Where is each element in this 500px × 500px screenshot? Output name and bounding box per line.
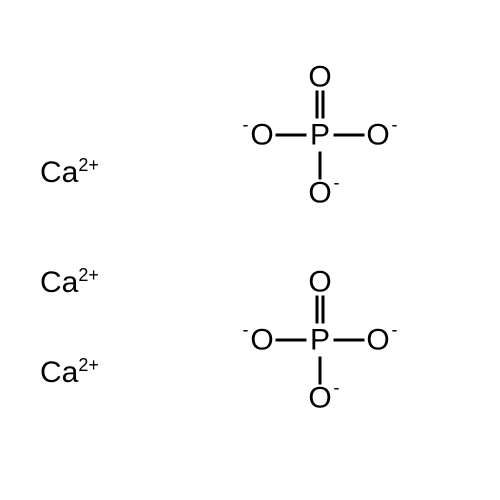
svg-text:-: - bbox=[392, 320, 398, 340]
cation-charge: 2+ bbox=[78, 155, 99, 175]
cation-symbol: Ca bbox=[40, 156, 78, 189]
cation-1: Ca2+ bbox=[40, 265, 99, 300]
svg-text:P: P bbox=[310, 324, 330, 357]
svg-text:O: O bbox=[366, 119, 389, 152]
svg-text:O: O bbox=[308, 177, 331, 210]
cation-charge: 2+ bbox=[78, 265, 99, 285]
svg-text:-: - bbox=[392, 115, 398, 135]
phosphate-1: POO-O-O- bbox=[210, 245, 430, 440]
svg-text:-: - bbox=[334, 378, 340, 398]
svg-text:O: O bbox=[308, 266, 331, 299]
svg-text:-: - bbox=[243, 115, 249, 135]
svg-text:O: O bbox=[308, 382, 331, 415]
svg-text:O: O bbox=[308, 61, 331, 94]
phosphate-0: POO-O-O- bbox=[210, 40, 430, 235]
svg-text:O: O bbox=[366, 324, 389, 357]
svg-text:-: - bbox=[243, 320, 249, 340]
svg-text:O: O bbox=[250, 324, 273, 357]
cation-0: Ca2+ bbox=[40, 155, 99, 190]
svg-text:O: O bbox=[250, 119, 273, 152]
cation-charge: 2+ bbox=[78, 355, 99, 375]
cation-2: Ca2+ bbox=[40, 355, 99, 390]
svg-text:-: - bbox=[334, 173, 340, 193]
cation-symbol: Ca bbox=[40, 356, 78, 389]
cation-symbol: Ca bbox=[40, 266, 78, 299]
svg-text:P: P bbox=[310, 119, 330, 152]
